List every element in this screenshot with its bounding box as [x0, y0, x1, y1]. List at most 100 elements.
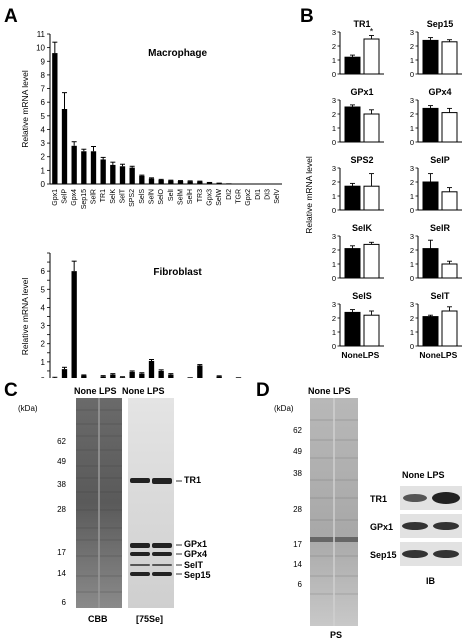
subplot-title: SelT — [430, 291, 450, 301]
chart-title: Macrophage — [148, 48, 207, 59]
y-tick-label: 6 — [41, 98, 46, 107]
mw-marker: 28 — [57, 505, 66, 514]
y-tick-label: 1 — [332, 56, 336, 65]
bar — [216, 376, 222, 378]
bar — [71, 271, 77, 378]
subplot-title: GPx1 — [350, 87, 373, 97]
bar — [100, 159, 106, 184]
chart-lps-response: Relative mRNA level TR1 0 1 2 3 * Sep15 0 1 2 3 GPx1… — [304, 19, 462, 360]
y-tick-label: 3 — [410, 28, 414, 37]
bar — [422, 39, 439, 75]
x-tick-label: SelP — [62, 189, 69, 204]
ps-label: PS — [330, 630, 343, 640]
bar — [187, 377, 193, 378]
mw-marker: 17 — [293, 540, 302, 549]
ib-row-gpx1: GPx1 — [370, 522, 394, 532]
bar — [441, 191, 458, 211]
y-tick-label: 3 — [332, 300, 336, 309]
x-tick-label: SelM — [178, 189, 185, 205]
mw-marker: 62 — [293, 426, 302, 435]
bar — [206, 181, 213, 184]
y-tick-label: 1 — [410, 56, 414, 65]
y-tick-label: 0 — [332, 206, 336, 215]
bar — [168, 374, 174, 378]
x-tick-label: SPS2 — [129, 189, 136, 207]
y-tick-label: 8 — [41, 71, 46, 80]
subplot-title: SelK — [352, 223, 373, 233]
y-tick-label: 2 — [332, 314, 336, 323]
y-tick-label: 1 — [41, 166, 46, 175]
gels-c — [76, 398, 182, 608]
bar — [81, 375, 87, 378]
x-tick-label: SelV — [274, 189, 281, 204]
bar — [422, 248, 439, 279]
bar — [422, 316, 439, 347]
mw-marker: 28 — [293, 505, 302, 514]
mw-marker: 14 — [293, 560, 302, 569]
y-axis-label: Relative mRNA level — [304, 156, 314, 234]
x-tick-label: SelN — [149, 189, 156, 204]
bar — [235, 377, 242, 378]
bar — [119, 166, 126, 184]
subplot-title: SelP — [430, 155, 450, 165]
y-tick-label: 1 — [332, 328, 336, 337]
bar — [226, 183, 232, 184]
x-tick-label: DI2 — [226, 189, 233, 200]
y-tick-label: 2 — [41, 340, 46, 349]
y-tick-label: 1 — [332, 124, 336, 133]
x-tick-label: SelI — [168, 189, 175, 201]
y-tick-label: 3 — [332, 164, 336, 173]
y-tick-label: 3 — [332, 28, 336, 37]
x-tick-label: SelH — [187, 189, 194, 204]
y-tick-label: 5 — [41, 285, 46, 294]
x-tick-label: Gpx3 — [207, 189, 214, 206]
ib-row-tr1: TR1 — [370, 494, 388, 504]
y-tick-label: 3 — [410, 96, 414, 105]
bar — [158, 370, 164, 378]
y-tick-label: 0 — [410, 138, 414, 147]
y-tick-label: 3 — [41, 139, 46, 148]
subplot-title: SelS — [352, 291, 372, 301]
panel-letter-b: B — [300, 6, 314, 27]
bar — [363, 243, 380, 279]
bar — [139, 175, 145, 184]
y-tick-label: 5 — [41, 112, 46, 121]
x-tick-label: SelO — [158, 188, 165, 204]
y-tick-label: 0 — [332, 70, 336, 79]
mw-marker: 38 — [57, 480, 66, 489]
bar — [441, 263, 458, 279]
bar — [129, 167, 135, 184]
mw-marker: 6 — [297, 580, 302, 589]
bar — [363, 113, 380, 143]
bar — [441, 310, 458, 347]
y-tick-label: 0 — [332, 274, 336, 283]
gels-d — [310, 398, 462, 626]
bar — [344, 185, 361, 211]
x-tick-label: TR3 — [197, 189, 204, 202]
y-tick-label: 3 — [332, 96, 336, 105]
y-tick-label: 3 — [41, 322, 46, 331]
y-tick-label: 1 — [332, 192, 336, 201]
mw-marker: 49 — [57, 457, 66, 466]
bar — [441, 41, 458, 75]
subplot-title: SelR — [430, 223, 451, 233]
subplot-title: GPx4 — [428, 87, 451, 97]
x-label: None — [341, 350, 363, 360]
chart-macrophage: Macrophage Relative mRNA level 0 1 2 3 4 5 6 7 8 9 1… — [20, 30, 282, 209]
cbb-label: CBB — [88, 614, 108, 624]
bar — [168, 180, 174, 184]
y-tick-label: 6 — [41, 267, 46, 276]
ib-row-sep15: Sep15 — [370, 550, 397, 560]
y-axis-label: Relative mRNA level — [20, 70, 30, 148]
bar — [81, 151, 87, 184]
band-selt: SelT — [184, 560, 204, 570]
y-tick-label: 3 — [410, 300, 414, 309]
bar — [344, 311, 361, 347]
mw-marker: 6 — [61, 598, 66, 607]
mw-marker: 14 — [57, 569, 66, 578]
y-tick-label: 1 — [332, 260, 336, 269]
bar — [71, 145, 77, 184]
x-tick-label: Gpx1 — [52, 189, 59, 206]
ib-header: None LPS — [402, 470, 445, 480]
